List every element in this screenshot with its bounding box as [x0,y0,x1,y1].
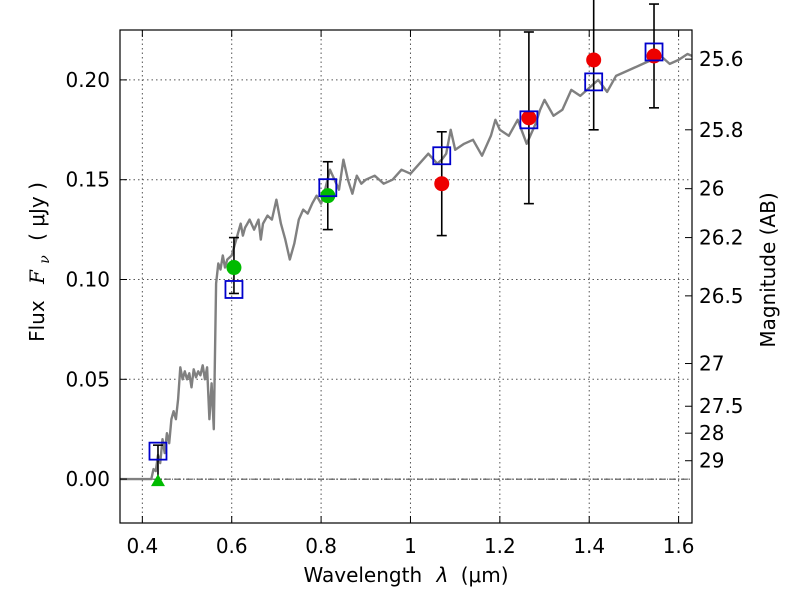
plot-frame [119,29,693,524]
detection-point-2 [434,176,450,192]
y2-tick-label-4: 26.5 [699,284,744,308]
model-photometry-square-5 [584,72,604,92]
model-photometry-square-1 [224,280,244,299]
detection-point-4 [586,52,602,68]
x-tick-label-1: 0.6 [216,534,248,558]
y-axis-title-symbol: F [25,269,49,285]
y2-tick-label-7: 28 [699,421,724,445]
model-photometry-square-4 [519,110,539,130]
y-axis-title-text: Flux [25,300,49,342]
y-tick-label-4: 0.20 [65,68,110,92]
y-tick-label-3: 0.15 [65,168,110,192]
x-tick-label-3: 1 [404,534,417,558]
upper-limit-triangle-0 [150,474,165,487]
model-photometry-square-0 [148,441,168,461]
x-axis-title-unit: (μm) [461,563,509,587]
y2-axis-title: Magnitude (AB) [756,192,780,347]
y2-axis-ticks: 25.6 25.8 26 26.2 26.5 27 27.5 28 29 [685,47,744,473]
y-axis-title-sub: ν [37,255,53,264]
y-tick-label-0: 0.00 [65,467,110,491]
x-tick-label-0: 0.4 [126,534,158,558]
x-axis-title-text: Wavelength [303,563,422,587]
y2-tick-label-3: 26.2 [699,226,744,250]
data-markers [150,48,662,487]
grid [120,30,692,523]
x-tick-label-2: 0.8 [305,534,337,558]
y-tick-label-2: 0.10 [65,267,110,291]
y-axis-ticks: 0.00 0.05 0.10 0.15 0.20 [65,68,127,491]
y-tick-label-1: 0.05 [65,367,110,391]
y2-tick-label-5: 27 [699,352,724,376]
x-tick-label-6: 1.6 [663,534,695,558]
y-axis-title-unit: ( μJy ) [25,182,49,241]
model-photometry-squares [148,42,664,461]
x-tick-label-5: 1.4 [573,534,605,558]
x-axis-title-lambda: λ [436,563,449,587]
x-axis-ticks: 0.4 0.6 0.8 1 1.2 1.4 1.6 [126,30,695,558]
detection-point-3 [521,110,537,126]
y2-tick-label-8: 29 [699,449,724,473]
model-photometry-square-2 [318,178,338,198]
y2-tick-label-2: 26 [699,177,724,201]
detection-point-0 [226,260,242,276]
y2-tick-label-0: 25.6 [699,47,744,71]
model-photometry-square-6 [644,42,664,62]
x-axis-title: Wavelength λ (μm) [303,563,508,587]
y-axis-title: Flux F ν ( μJy ) [25,182,54,342]
y2-tick-label-6: 27.5 [699,394,744,418]
x-tick-label-4: 1.2 [484,534,516,558]
y2-tick-label-1: 25.8 [699,118,744,142]
model-photometry-square-3 [432,146,452,166]
